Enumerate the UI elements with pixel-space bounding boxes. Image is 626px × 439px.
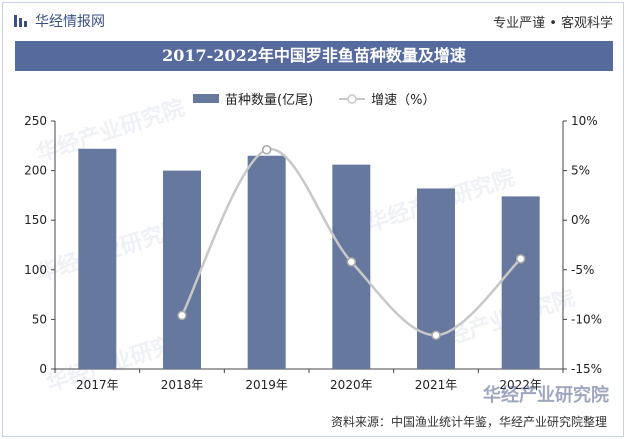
x-tick-label: 2018年: [161, 378, 204, 392]
bar: [501, 196, 540, 369]
y-left-tick-label: 200: [24, 164, 47, 178]
growth-point: [515, 254, 526, 264]
legend-bar-swatch: [193, 94, 219, 103]
x-tick-label: 2020年: [330, 378, 373, 392]
source-note: 资料来源：中国渔业统计年鉴，华经产业研究院整理: [330, 415, 607, 429]
growth-point: [431, 330, 441, 341]
y-left-tick-label: 50: [32, 312, 47, 326]
bar: [332, 164, 371, 369]
legend-item-bar: 苗种数量(亿尾): [193, 89, 313, 108]
x-tick-label: 2017年: [76, 378, 119, 392]
y-right-tick-label: 5%: [571, 164, 590, 178]
legend-line-label: 增速（%）: [371, 93, 436, 108]
legend: 苗种数量(亿尾) 增速（%）: [193, 89, 462, 108]
legend-bar-label: 苗种数量(亿尾): [225, 93, 314, 108]
legend-item-line: 增速（%）: [339, 89, 436, 108]
bar: [78, 148, 117, 369]
y-left-tick-label: 100: [24, 263, 47, 277]
y-right-tick-label: 0%: [571, 213, 590, 227]
brand-name: 华经情报网: [35, 14, 105, 30]
tagline: 专业严谨 • 客观科学: [493, 16, 613, 31]
x-tick-label: 2021年: [415, 378, 458, 392]
y-right-tick-label: -10%: [571, 312, 602, 326]
chart-plot: 0 50 100 150 200 250 -15% -10% -5% 0% 5% 10% 2017年 20…: [24, 114, 602, 392]
growth-point: [177, 310, 187, 321]
brand: 华经情报网: [13, 11, 105, 31]
y-right-tick-label: 10%: [571, 114, 598, 128]
growth-line: [180, 148, 522, 337]
y-right-tick-label: -5%: [571, 263, 594, 277]
watermark-brand: 华经产业研究院: [483, 385, 609, 406]
chart-title: 2017-2022年中国罗非鱼苗种数量及增速: [15, 41, 613, 71]
y-right-tick-label: -15%: [571, 362, 602, 376]
y-left-tick-label: 150: [24, 213, 47, 227]
top-bar: 华经情报网 专业严谨 • 客观科学: [3, 3, 625, 37]
bar: [247, 155, 286, 369]
x-tick-label: 2022年: [499, 378, 542, 392]
brand-logo-icon: [14, 15, 27, 27]
y-left-tick-label: 250: [24, 114, 47, 128]
bar: [417, 188, 455, 369]
y-left-tick-label: 0: [39, 362, 47, 376]
x-tick-label: 2019年: [245, 378, 288, 392]
growth-point: [346, 257, 357, 267]
legend-line-swatch: [339, 93, 366, 104]
bar: [163, 170, 201, 369]
growth-point: [261, 145, 272, 155]
